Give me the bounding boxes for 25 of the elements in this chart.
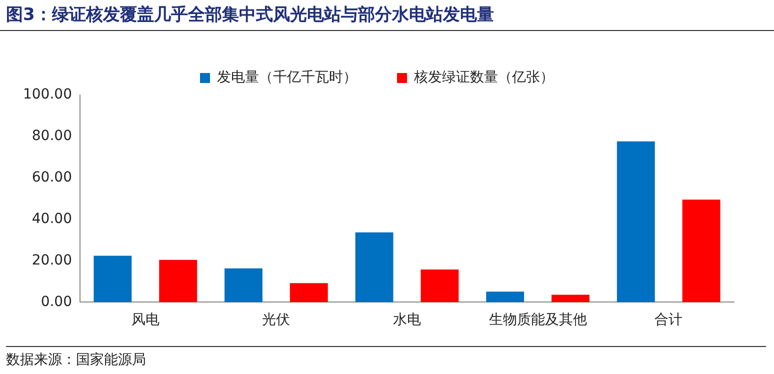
legend-label: 核发绿证数量（亿张） — [413, 70, 554, 86]
x-tick-label: 合计 — [654, 312, 683, 328]
bar — [486, 292, 524, 302]
bar — [355, 232, 394, 302]
bar — [420, 269, 459, 302]
source-note: 数据来源：国家能源局 — [6, 346, 766, 369]
legend-label: 发电量（千亿千瓦时） — [217, 70, 357, 86]
y-tick-label: 80.00 — [32, 128, 72, 144]
y-tick-label: 20.00 — [32, 252, 72, 268]
y-tick-label: 100.00 — [22, 86, 72, 103]
bar — [159, 260, 198, 302]
x-tick-label: 光伏 — [262, 312, 290, 328]
y-tick-label: 40.00 — [32, 210, 72, 227]
chart-title: 图3：绿证核发覆盖几乎全部集中式风光电站与部分水电站发电量 — [0, 0, 774, 31]
y-tick-label: 0.00 — [40, 294, 72, 310]
bar — [616, 141, 655, 302]
x-tick-label: 生物质能及其他 — [488, 312, 587, 328]
bar — [94, 256, 132, 302]
x-tick-label: 风电 — [131, 312, 160, 328]
bar — [682, 200, 720, 302]
x-tick-label: 水电 — [392, 312, 421, 328]
y-tick-label: 60.00 — [32, 170, 72, 186]
bar — [290, 283, 328, 302]
bar — [552, 294, 590, 302]
bar — [224, 268, 262, 302]
